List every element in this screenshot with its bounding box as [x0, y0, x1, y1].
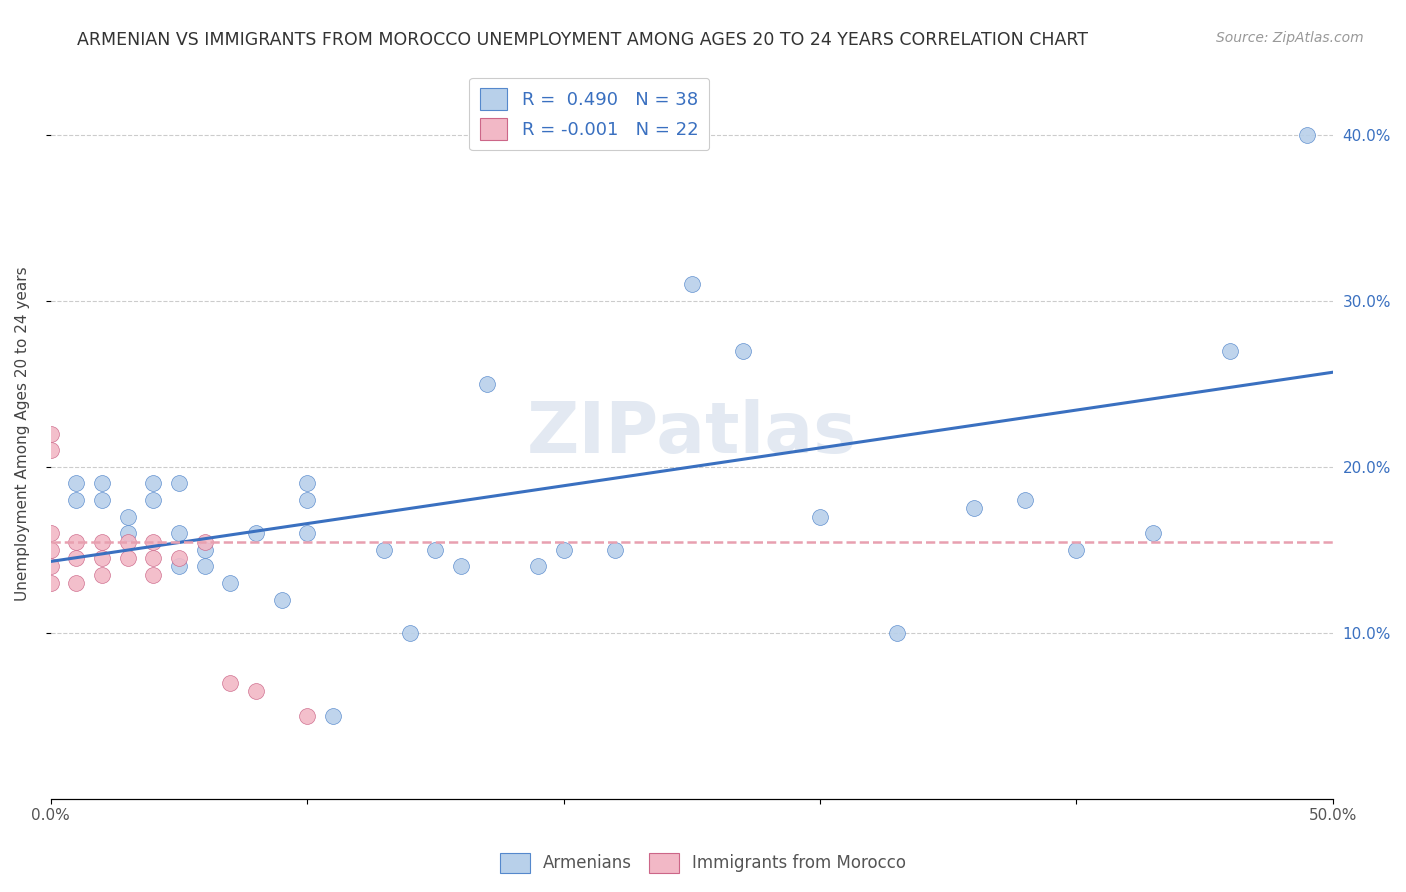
Point: [297, 476, 319, 491]
Point: [297, 493, 319, 508]
Point: [65, 476, 87, 491]
Point: [194, 534, 217, 549]
Point: [65, 551, 87, 566]
Point: [450, 559, 472, 574]
Text: ARMENIAN VS IMMIGRANTS FROM MOROCCO UNEMPLOYMENT AMONG AGES 20 TO 24 YEARS CORRE: ARMENIAN VS IMMIGRANTS FROM MOROCCO UNEM…: [77, 31, 1088, 49]
Point: [963, 501, 986, 516]
Point: [270, 592, 292, 607]
Point: [167, 526, 190, 541]
Point: [398, 625, 420, 640]
Point: [39, 559, 62, 574]
Point: [117, 509, 139, 524]
Point: [91, 567, 114, 582]
Point: [65, 534, 87, 549]
Point: [39, 426, 62, 441]
Point: [39, 526, 62, 541]
Point: [39, 542, 62, 557]
Point: [91, 534, 114, 549]
Point: [373, 542, 395, 557]
Point: [1014, 493, 1036, 508]
Point: [297, 526, 319, 541]
Point: [681, 277, 703, 292]
Point: [425, 542, 447, 557]
Point: [65, 493, 87, 508]
Text: Source: ZipAtlas.com: Source: ZipAtlas.com: [1216, 31, 1364, 45]
Point: [65, 576, 87, 591]
Point: [142, 493, 165, 508]
Point: [245, 526, 267, 541]
Point: [808, 509, 831, 524]
Point: [1066, 542, 1088, 557]
Point: [219, 675, 242, 690]
Y-axis label: Unemployment Among Ages 20 to 24 years: Unemployment Among Ages 20 to 24 years: [15, 267, 30, 601]
Point: [91, 551, 114, 566]
Point: [553, 542, 575, 557]
Point: [245, 684, 267, 698]
Point: [1219, 343, 1241, 358]
Point: [117, 551, 139, 566]
Point: [142, 534, 165, 549]
Point: [1142, 526, 1164, 541]
Point: [322, 708, 344, 723]
Point: [475, 376, 498, 391]
Point: [733, 343, 755, 358]
Point: [167, 551, 190, 566]
Point: [297, 708, 319, 723]
Point: [117, 534, 139, 549]
Point: [91, 476, 114, 491]
Point: [91, 493, 114, 508]
Point: [167, 476, 190, 491]
Point: [117, 526, 139, 541]
Point: [142, 551, 165, 566]
Point: [219, 576, 242, 591]
Point: [39, 576, 62, 591]
Point: [603, 542, 626, 557]
Text: ZIPatlas: ZIPatlas: [527, 399, 856, 468]
Point: [194, 542, 217, 557]
Point: [167, 559, 190, 574]
Point: [886, 625, 908, 640]
Point: [39, 443, 62, 458]
Legend: R =  0.490   N = 38, R = -0.001   N = 22: R = 0.490 N = 38, R = -0.001 N = 22: [470, 78, 709, 151]
Legend: Armenians, Immigrants from Morocco: Armenians, Immigrants from Morocco: [494, 847, 912, 880]
Point: [142, 567, 165, 582]
Point: [194, 559, 217, 574]
Point: [527, 559, 550, 574]
Point: [1296, 128, 1319, 142]
Point: [142, 476, 165, 491]
